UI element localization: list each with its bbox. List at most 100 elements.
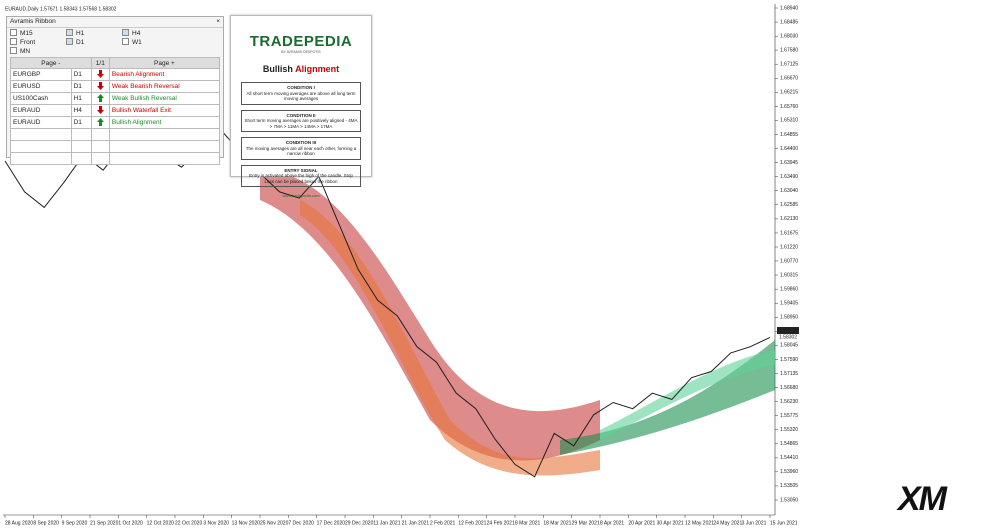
y-tick-label: 1.60315: [780, 272, 798, 278]
panel-title: Avramis Ribbon ×: [7, 17, 223, 28]
x-tick-label: 12 May 2021: [685, 520, 714, 526]
y-tick-label: 1.64400: [780, 146, 798, 152]
symbol: US100Cash: [10, 92, 72, 105]
close[interactable]: ×: [216, 18, 220, 25]
fast-bull-ribbon: [600, 350, 775, 440]
y-tick-label: 1.57135: [780, 371, 798, 377]
empty-row: [10, 152, 221, 165]
empty-cell: [10, 128, 72, 141]
timeframe: H4: [70, 104, 92, 117]
timeframe-checkbox[interactable]: D1: [66, 38, 122, 47]
y-tick-label: 1.68485: [780, 19, 798, 25]
y-tick-label: 1.58045: [780, 343, 798, 349]
empty-cell: [90, 140, 110, 153]
info-card: TRADEPEDIA BY AVRAMIS DESPOTIS Bullish A…: [230, 15, 372, 198]
empty-cell: [108, 152, 221, 165]
timeframe-checkbox[interactable]: H1: [66, 29, 122, 38]
timeframe-checkbox[interactable]: W1: [122, 38, 178, 47]
x-tick-label: 12 Feb 2021: [458, 520, 486, 526]
x-tick-label: 17 Dec 2020: [317, 520, 346, 526]
y-tick-label: 1.66670: [780, 76, 798, 82]
empty-cell: [108, 128, 221, 141]
current-price-box: [777, 327, 799, 334]
title: Avramis Ribbon: [10, 18, 56, 25]
x-tick-label: 30 Apr 2021: [657, 520, 684, 526]
x-tick-label: 8 Sep 2020: [33, 520, 59, 526]
nav-prev[interactable]: Page -: [10, 57, 92, 69]
y-tick-label: 1.63040: [780, 188, 798, 194]
x-tick-label: 8 Mar 2021: [515, 520, 541, 526]
y-tick-label: 1.58950: [780, 315, 798, 321]
condition: CONDITION II Short term moving averages a…: [241, 109, 361, 132]
timeframes: M15 H1 H4 Front D1 W1 MN: [7, 28, 223, 57]
condition-title: CONDITION I: [287, 85, 315, 90]
nav-next[interactable]: Page +: [108, 57, 221, 69]
arrow-icon: [90, 68, 110, 81]
signal-row[interactable]: EURAUD H4 Bullish Waterfall Exit: [10, 104, 221, 117]
byline: BY AVRAMIS DESPOTIS: [281, 50, 321, 54]
empty-cell: [10, 152, 72, 165]
condition-title: CONDITION III: [285, 140, 317, 145]
y-tick-label: 1.53960: [780, 469, 798, 475]
signal: Bullish Alignment: [108, 116, 221, 129]
empty-cell: [10, 140, 72, 153]
signal: Bearish Alignment: [108, 68, 221, 81]
y-tick-label: 1.64855: [780, 132, 798, 138]
y-tick-label: 1.53050: [780, 497, 798, 503]
x-tick-label: 9 Sep 2020: [62, 520, 88, 526]
condition-text: Entry is activated above the high of the…: [249, 173, 353, 184]
x-tick-label: 3 Nov 2020: [203, 520, 229, 526]
x-tick-label: 21 Sep 2020: [90, 520, 119, 526]
signal-row[interactable]: US100Cash H1 Weak Bullish Reversal: [10, 92, 221, 105]
y-tick-label: 1.54410: [780, 455, 798, 461]
x-tick-label: 29 Dec 2020: [345, 520, 374, 526]
logo: XM: [898, 480, 947, 518]
x-tick-label: 25 Nov 2020: [260, 520, 289, 526]
y-tick-label: 1.59405: [780, 301, 798, 307]
symbol: EURGBP: [10, 68, 72, 81]
signal: Weak Bearish Reversal: [108, 80, 221, 93]
x-tick-label: 2 Feb 2021: [430, 520, 456, 526]
x-tick-label: 11 Jan 2021: [373, 520, 400, 526]
signal: Weak Bullish Reversal: [108, 92, 221, 105]
x-tick-label: 18 Mar 2021: [543, 520, 571, 526]
timeframe-checkbox[interactable]: M15: [10, 29, 66, 38]
y-tick-label: 1.65310: [780, 118, 798, 124]
condition: CONDITION I All short term moving average…: [241, 82, 361, 105]
empty-cell: [90, 128, 110, 141]
condition-title: ENTRY SIGNAL: [284, 167, 318, 173]
y-tick-label: 1.56230: [780, 399, 798, 405]
signal-row[interactable]: EURGBP D1 Bearish Alignment: [10, 68, 221, 81]
empty-cell: [108, 140, 221, 153]
symbol: EURAUD: [10, 104, 72, 117]
x-tick-label: 24 Feb 2021: [487, 520, 515, 526]
signal-table: Page -1/1 Page + EURGBP D1 Bearish Alignmen…: [10, 57, 221, 165]
timeframe-checkbox[interactable]: Front: [10, 38, 66, 47]
x-tick-label: 3 Jun 2021: [742, 520, 767, 526]
y-tick-label: 1.65760: [780, 104, 798, 110]
timeframe: D1: [70, 68, 92, 81]
empty-row: [10, 140, 221, 153]
y-tick-label: 1.59860: [780, 286, 798, 292]
timeframe-checkbox[interactable]: MN: [10, 47, 66, 56]
x-tick-label: 20 Apr 2021: [628, 520, 655, 526]
signal-row[interactable]: EURAUD D1 Bullish Alignment: [10, 116, 221, 129]
timeframe: D1: [70, 80, 92, 93]
y-tick-label: 1.54865: [780, 441, 798, 447]
condition-text: All short term moving averages are above…: [246, 90, 356, 102]
timeframe-checkbox[interactable]: H4: [122, 29, 178, 38]
y-tick-label: 1.61675: [780, 230, 798, 236]
empty-cell: [70, 152, 92, 165]
nav-page: 1/1: [90, 57, 110, 69]
arrow-icon: [90, 92, 110, 105]
symbol-title: EURAUD,Daily 1.57671 1.58343 1.57568 1.5…: [5, 6, 117, 12]
signal-row[interactable]: EURUSD D1 Weak Bearish Reversal: [10, 80, 221, 93]
y-tick-label: 1.62130: [780, 216, 798, 222]
x-tick-label: 7 Dec 2020: [288, 520, 314, 526]
y-tick-label: 1.67125: [780, 62, 798, 68]
arrow-icon: [90, 80, 110, 93]
empty-cell: [70, 128, 92, 141]
x-tick-label: 22 Oct 2020: [175, 520, 202, 526]
y-tick-label: 1.53505: [780, 483, 798, 489]
